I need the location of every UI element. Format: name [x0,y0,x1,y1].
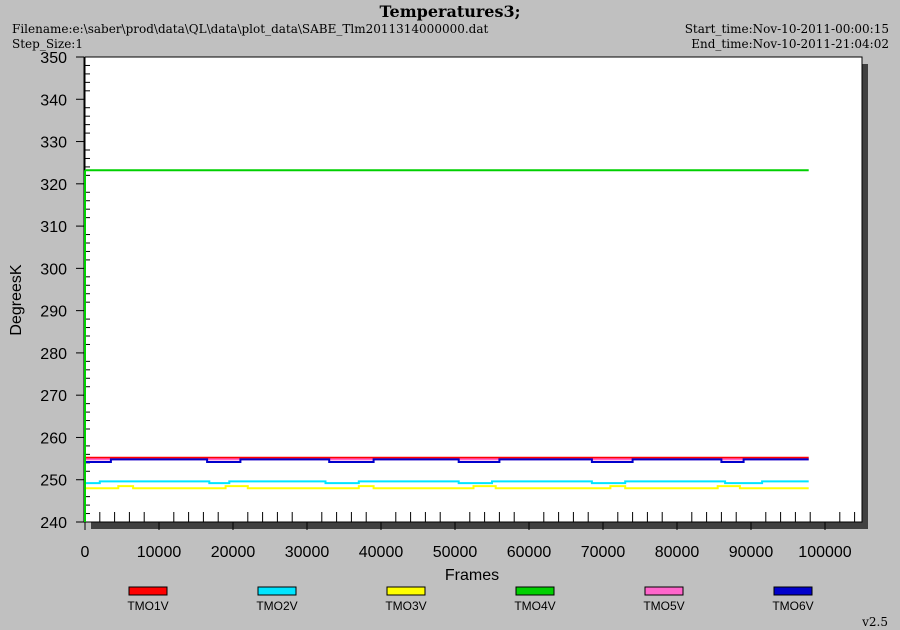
legend-swatch-tmo2v [257,586,297,596]
y-tick-label: 290 [40,304,67,321]
y-tick-label: 350 [40,50,67,67]
version-label: v2.5 [862,615,888,629]
x-tick-label: 10000 [137,544,182,561]
legend-swatch-tmo1v [128,586,168,596]
y-tick-label: 300 [40,261,67,278]
legend-label-tmo2v: TMO2V [256,599,297,613]
x-tick-label: 60000 [507,544,552,561]
step-size-label: Step_Size:1 [12,37,83,51]
series-line-tmo2v [85,480,809,485]
x-tick-label: 30000 [285,544,330,561]
x-tick-label: 40000 [359,544,404,561]
legend-swatch-tmo3v [386,586,426,596]
x-tick-label: 100000 [798,544,851,561]
y-axis-title: DegreesK [8,264,25,335]
legend-label-tmo4v: TMO4V [514,599,555,613]
x-axis-ticks: 0 10000 20000 30000 40000 50000 60000 70000 8000… [81,512,856,561]
y-tick-label: 320 [40,177,67,194]
y-axis-ticks: 240 250 260 270 280 290 300 310 320 330 340 350 [40,50,90,532]
legend-swatch-tmo5v [644,586,684,596]
y-tick-label: 330 [40,135,67,152]
legend-label-tmo6v: TMO6V [772,599,813,613]
x-axis-title: Frames [445,567,499,584]
series-lines [84,169,809,522]
plot-area [84,56,863,523]
y-tick-label: 270 [40,388,67,405]
filename-label: Filename:e:\saber\prod\data\QL\data\plot… [12,22,489,36]
x-tick-label: 80000 [655,544,700,561]
end-time-label: End_time:Nov-10-2011-21:04:02 [691,37,889,51]
x-tick-label: 50000 [433,544,478,561]
x-tick-label: 20000 [211,544,256,561]
legend-label-tmo3v: TMO3V [385,599,426,613]
start-time-label: Start_time:Nov-10-2011-00:00:15 [684,22,889,36]
y-tick-label: 250 [40,473,67,490]
legend: TMO1V TMO2V TMO3V TMO4V TMO5V TMO6V [127,586,814,613]
legend-label-tmo1v: TMO1V [127,599,168,613]
x-tick-label: 70000 [581,544,626,561]
legend-swatch-tmo6v [773,586,813,596]
y-tick-label: 240 [40,515,67,532]
chart-title: Temperatures3; [379,2,521,21]
x-tick-label: 90000 [729,544,774,561]
legend-label-tmo5v: TMO5V [643,599,684,613]
x-tick-label: 0 [81,544,90,561]
y-tick-label: 280 [40,346,67,363]
series-line-tmo3v [85,485,809,490]
y-tick-label: 340 [40,92,67,109]
series-line-tmo6v [85,458,809,463]
y-tick-label: 310 [40,219,67,236]
legend-swatch-tmo4v [515,586,555,596]
y-tick-label: 260 [40,430,67,447]
